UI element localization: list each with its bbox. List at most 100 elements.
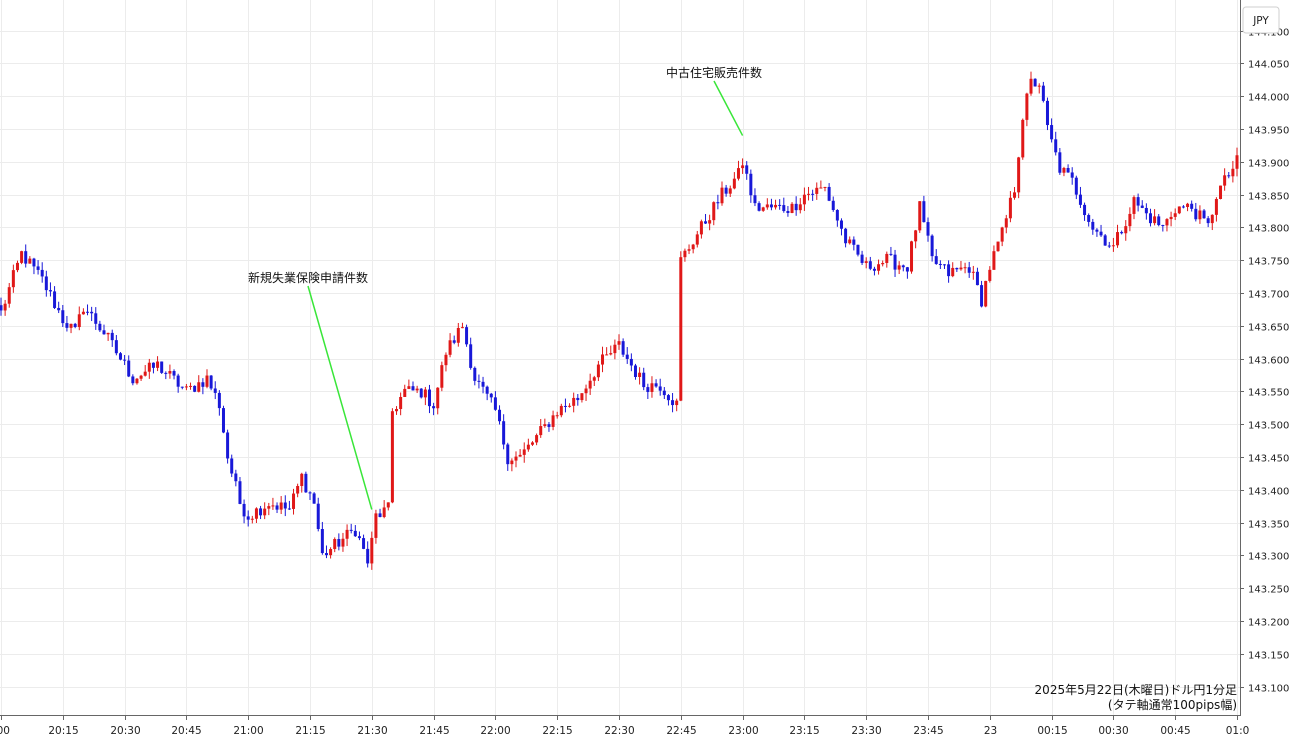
candle-body <box>502 421 506 445</box>
candle-body <box>852 239 856 245</box>
candle-body <box>415 388 419 391</box>
candle-body <box>7 287 11 304</box>
candle-body <box>1128 213 1132 227</box>
candle-body <box>559 405 563 416</box>
candle-body <box>123 359 127 361</box>
candle-body <box>1214 198 1218 215</box>
y-tick-label: 143.100 <box>1248 684 1289 695</box>
y-tick-label: 143.850 <box>1248 192 1289 203</box>
candle-body <box>1165 219 1169 226</box>
candle-body <box>209 375 213 389</box>
candle-body <box>427 389 431 407</box>
candle-body <box>234 473 238 482</box>
candle-body <box>139 375 143 379</box>
candle-body <box>1206 218 1210 224</box>
candle-body <box>353 530 357 537</box>
candle-body <box>1087 215 1091 222</box>
candle-body <box>1037 85 1041 87</box>
x-tick-label: 22:30 <box>604 725 634 737</box>
candle-body <box>477 380 481 382</box>
candle-body <box>568 405 572 407</box>
y-tick-label: 143.900 <box>1248 159 1289 170</box>
candle-body <box>856 244 860 255</box>
candle-body <box>539 426 543 436</box>
candle-body <box>1124 226 1128 234</box>
x-tick-label: 23:45 <box>913 725 943 737</box>
candle-body <box>395 409 399 412</box>
candle-body <box>712 202 716 221</box>
x-tick-label: 21:15 <box>295 725 325 737</box>
candle-body <box>53 291 57 308</box>
candle-body <box>44 276 48 291</box>
y-tick-label: 143.150 <box>1248 651 1289 662</box>
candle-body <box>90 311 94 314</box>
candle-body <box>32 258 36 267</box>
candle-body <box>77 314 81 328</box>
candle-body <box>201 382 205 387</box>
candle-body <box>975 271 979 286</box>
candle-body <box>1021 119 1025 158</box>
candle-body <box>704 221 708 224</box>
candle-body <box>650 383 654 392</box>
candle-body <box>98 323 102 331</box>
candle-body <box>642 372 646 388</box>
candle-body <box>646 387 650 392</box>
candle-body <box>1235 155 1239 169</box>
candle-body <box>197 382 201 392</box>
candle-body <box>378 513 382 518</box>
candle-body <box>57 307 61 311</box>
candle-body <box>172 371 176 376</box>
candle-body <box>1219 185 1223 199</box>
candle-body <box>868 261 872 269</box>
candle-body <box>798 204 802 211</box>
candle-body <box>329 549 333 556</box>
candle-body <box>1083 204 1087 216</box>
candle-body <box>254 508 258 519</box>
candle-body <box>1223 175 1227 186</box>
candle-body <box>498 409 502 422</box>
candle-body <box>794 203 798 211</box>
candle-body <box>1202 210 1206 219</box>
candle-body <box>3 303 7 311</box>
candle-body <box>679 257 683 401</box>
chart-caption-line1: 2025年5月22日(木曜日)ドル円1分足 <box>1035 683 1237 697</box>
y-tick-label: 143.650 <box>1248 323 1289 334</box>
candle-body <box>872 268 876 271</box>
candle-body <box>732 178 736 189</box>
candle-body <box>530 442 534 445</box>
candle-body <box>143 371 147 376</box>
candle-body <box>1091 221 1095 230</box>
candle-body <box>193 385 197 392</box>
candle-body <box>765 204 769 208</box>
candle-body <box>1095 229 1099 232</box>
candle-body <box>1194 208 1198 220</box>
candle-body <box>901 265 905 268</box>
candle-body <box>778 204 782 206</box>
candle-body <box>695 234 699 245</box>
candle-body <box>1227 175 1231 177</box>
candle-body <box>86 311 90 313</box>
candle-body <box>287 508 291 510</box>
candle-body <box>259 508 263 516</box>
candle-body <box>563 405 567 407</box>
candle-body <box>390 411 394 503</box>
candle-body <box>555 415 559 417</box>
y-tick-label: 143.350 <box>1248 520 1289 531</box>
candle-body <box>934 256 938 264</box>
candle-body <box>580 393 584 401</box>
candle-body <box>609 353 613 355</box>
x-tick-label: 00:15 <box>1037 725 1067 737</box>
y-tick-label: 144.000 <box>1248 93 1289 104</box>
candle-body <box>942 264 946 266</box>
candle-body <box>407 386 411 389</box>
candle-body <box>827 186 831 201</box>
candle-body <box>815 187 819 194</box>
candle-body <box>905 267 909 272</box>
candle-body <box>1058 152 1062 173</box>
x-tick-label: 20:15 <box>48 725 78 737</box>
candle-body <box>370 537 374 564</box>
candle-body <box>1029 78 1033 94</box>
candle-body <box>374 513 378 538</box>
candle-body <box>522 449 526 455</box>
